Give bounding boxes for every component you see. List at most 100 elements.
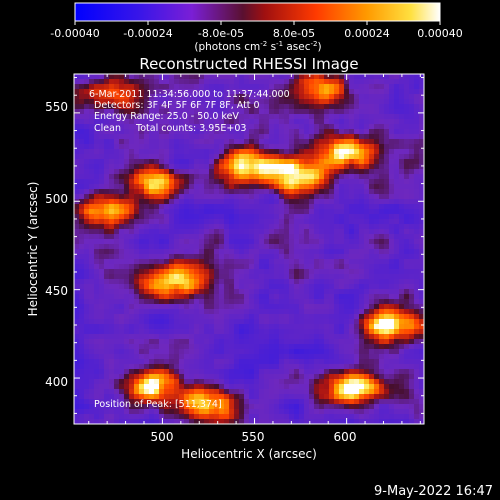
- heatmap-cell: [369, 264, 375, 270]
- heatmap-cell: [334, 319, 340, 325]
- heatmap-cell: [204, 389, 210, 395]
- heatmap-cell: [259, 159, 265, 165]
- heatmap-cell: [379, 419, 385, 424]
- heatmap-cell: [99, 204, 105, 210]
- heatmap-cell: [159, 129, 165, 135]
- heatmap-cell: [274, 399, 280, 405]
- heatmap-cell: [354, 204, 360, 210]
- heatmap-cell: [164, 214, 170, 220]
- heatmap-cell: [394, 139, 400, 145]
- heatmap-cell: [164, 199, 170, 205]
- heatmap-cell: [274, 154, 280, 160]
- heatmap-cell: [349, 79, 355, 85]
- heatmap-cell: [279, 309, 285, 315]
- heatmap-cell: [79, 209, 85, 215]
- heatmap-cell: [244, 274, 250, 280]
- heatmap-cell: [339, 309, 345, 315]
- heatmap-cell: [269, 249, 275, 255]
- heatmap-cell: [319, 204, 325, 210]
- heatmap-cell: [414, 169, 420, 175]
- heatmap-cell: [394, 309, 400, 315]
- heatmap-cell: [339, 274, 345, 280]
- heatmap-cell: [319, 149, 325, 155]
- heatmap-cell: [399, 354, 405, 360]
- heatmap-cell: [369, 354, 375, 360]
- heatmap-cell: [169, 314, 175, 320]
- heatmap-cell: [149, 189, 155, 195]
- heatmap-cell: [304, 304, 310, 310]
- heatmap-cell: [229, 234, 235, 240]
- heatmap-cell: [379, 199, 385, 205]
- heatmap-cell: [279, 384, 285, 390]
- heatmap-cell: [74, 379, 80, 385]
- heatmap-cell: [344, 334, 350, 340]
- heatmap-cell: [174, 389, 180, 395]
- heatmap-cell: [339, 354, 345, 360]
- heatmap-cell: [149, 249, 155, 255]
- heatmap-cell: [289, 89, 295, 95]
- heatmap-cell: [299, 254, 305, 260]
- heatmap-cell: [164, 74, 170, 80]
- heatmap-cell: [359, 314, 365, 320]
- heatmap-cell: [274, 174, 280, 180]
- heatmap-cell: [119, 129, 125, 135]
- heatmap-cell: [144, 284, 150, 290]
- heatmap-cell: [304, 234, 310, 240]
- heatmap-cell: [154, 129, 160, 135]
- heatmap-cell: [174, 394, 180, 400]
- heatmap-cell: [389, 229, 395, 235]
- heatmap-cell: [349, 159, 355, 165]
- heatmap-cell: [239, 234, 245, 240]
- heatmap-cell: [164, 379, 170, 385]
- heatmap-cell: [244, 329, 250, 335]
- heatmap-cell: [404, 164, 410, 170]
- heatmap-cell: [169, 274, 175, 280]
- heatmap-cell: [419, 109, 424, 115]
- heatmap-cell: [234, 359, 240, 365]
- heatmap-cell: [314, 249, 320, 255]
- heatmap-cell: [174, 129, 180, 135]
- heatmap-cell: [324, 264, 330, 270]
- heatmap-cell: [99, 419, 105, 424]
- heatmap-cell: [399, 214, 405, 220]
- heatmap-cell: [399, 149, 405, 155]
- heatmap-cell: [404, 79, 410, 85]
- heatmap-cell: [239, 254, 245, 260]
- heatmap-cell: [199, 309, 205, 315]
- heatmap-cell: [169, 399, 175, 405]
- heatmap-cell: [279, 89, 285, 95]
- heatmap-cell: [334, 284, 340, 290]
- heatmap-cell: [199, 84, 205, 90]
- heatmap-cell: [259, 324, 265, 330]
- heatmap-cell: [239, 369, 245, 375]
- heatmap-cell: [124, 264, 130, 270]
- heatmap-cell: [119, 134, 125, 140]
- heatmap-cell: [74, 244, 80, 250]
- heatmap-cell: [324, 89, 330, 95]
- heatmap-cell: [364, 309, 370, 315]
- heatmap-cell: [99, 334, 105, 340]
- heatmap-cell: [309, 394, 315, 400]
- heatmap-cell: [179, 199, 185, 205]
- heatmap-cell: [299, 334, 305, 340]
- heatmap-cell: [324, 254, 330, 260]
- heatmap-cell: [124, 259, 130, 265]
- heatmap-cell: [284, 224, 290, 230]
- heatmap-cell: [224, 299, 230, 305]
- heatmap-cell: [269, 174, 275, 180]
- heatmap-cell: [334, 124, 340, 130]
- heatmap-cell: [124, 214, 130, 220]
- heatmap-cell: [199, 134, 205, 140]
- heatmap-cell: [279, 164, 285, 170]
- heatmap-cell: [344, 359, 350, 365]
- heatmap-cell: [324, 94, 330, 100]
- heatmap-cell: [109, 324, 115, 330]
- heatmap-cell: [84, 209, 90, 215]
- heatmap-cell: [374, 179, 380, 185]
- heatmap-cell: [154, 399, 160, 405]
- heatmap-cell: [224, 214, 230, 220]
- heatmap-cell: [349, 214, 355, 220]
- heatmap-cell: [124, 384, 130, 390]
- heatmap-cell: [409, 254, 415, 260]
- heatmap-cell: [359, 294, 365, 300]
